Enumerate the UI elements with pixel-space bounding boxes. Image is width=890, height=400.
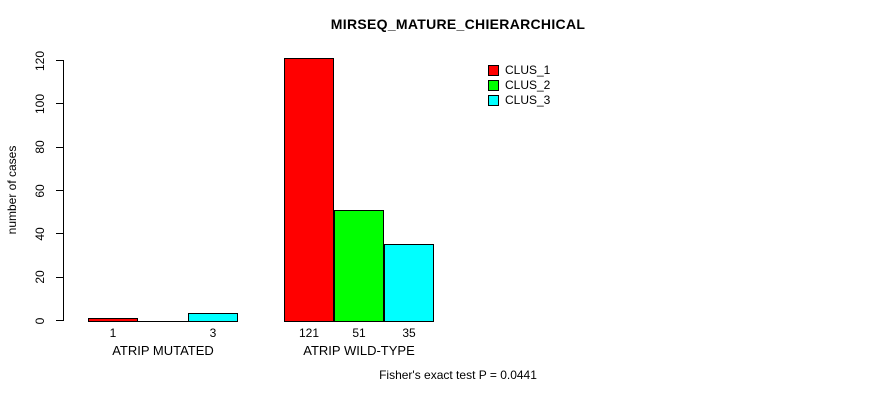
legend-row-clus-1: CLUS_1: [488, 63, 550, 78]
bar-group2-clus-3: [384, 244, 434, 322]
y-tick-mark: [56, 60, 63, 61]
footer-stat-text: Fisher's exact test P = 0.0441: [379, 368, 537, 382]
legend-row-clus-2: CLUS_2: [488, 78, 550, 93]
y-tick-label: 20: [33, 270, 47, 284]
y-tick-label: 120: [33, 50, 47, 71]
y-tick-label: 40: [33, 227, 47, 241]
y-axis-line: [63, 60, 64, 321]
bar-group2-clus-1: [284, 58, 334, 322]
legend-swatch-clus-3: [488, 95, 499, 106]
y-tick-mark: [56, 233, 63, 235]
y-axis-label: number of cases: [5, 145, 19, 235]
legend-swatch-clus-2: [488, 80, 499, 91]
bar-value-label: 51: [352, 326, 366, 340]
legend-row-clus-3: CLUS_3: [488, 93, 550, 108]
y-tick-label: 100: [33, 93, 47, 114]
legend-label: CLUS_2: [505, 78, 551, 92]
bar-group1-clus-2-zero: [138, 321, 188, 322]
legend-label: CLUS_3: [505, 93, 551, 107]
bar-group1-clus-3: [188, 313, 238, 322]
legend-label: CLUS_1: [505, 63, 551, 77]
bar-value-label: 35: [402, 326, 416, 340]
bar-value-label: 1: [109, 326, 117, 340]
bar-value-label: 121: [298, 326, 320, 340]
bar-group1-clus-1: [88, 318, 138, 322]
y-tick-mark: [56, 320, 63, 321]
y-tick-label: 0: [33, 317, 47, 324]
y-tick-label: 80: [33, 140, 47, 154]
y-tick-label: 60: [33, 183, 47, 198]
bar-group2-clus-2: [334, 210, 384, 322]
x-group-label-1: ATRIP MUTATED: [112, 343, 214, 358]
chart-title: MIRSEQ_MATURE_CHIERARCHICAL: [330, 16, 586, 32]
x-group-label-2: ATRIP WILD-TYPE: [303, 343, 415, 358]
y-tick-mark: [56, 190, 63, 191]
legend-swatch-clus-1: [488, 65, 499, 76]
y-tick-mark: [56, 103, 63, 105]
y-tick-mark: [56, 146, 63, 148]
y-tick-mark: [56, 276, 63, 278]
bar-value-label: 3: [209, 326, 217, 340]
legend: CLUS_1 CLUS_2 CLUS_3: [488, 63, 550, 108]
